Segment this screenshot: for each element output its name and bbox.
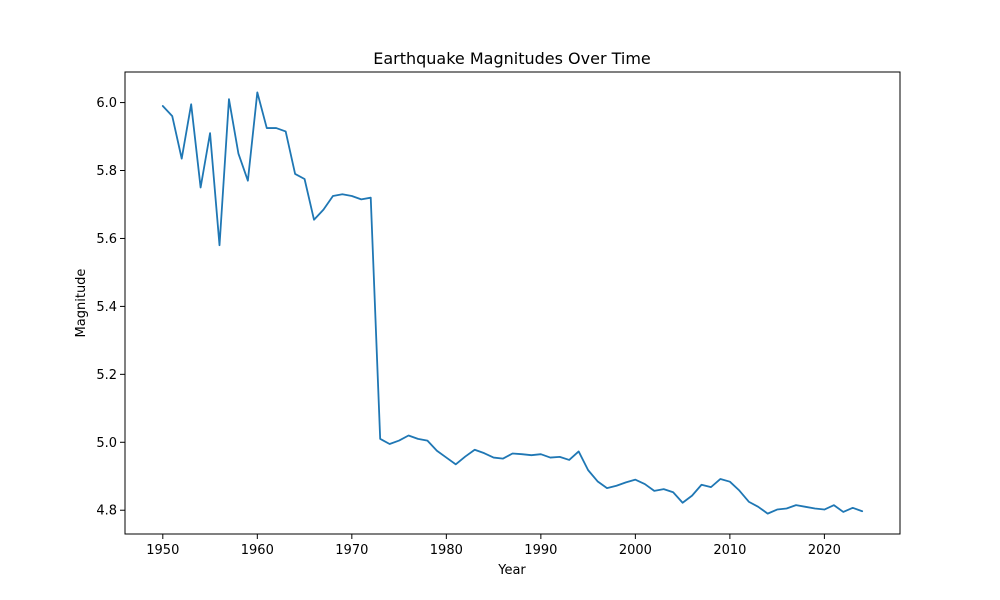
- x-tick-label: 1960: [241, 543, 274, 558]
- chart-title: Earthquake Magnitudes Over Time: [373, 49, 651, 68]
- series-layer: [161, 91, 864, 515]
- x-tick-label: 2010: [713, 543, 746, 558]
- x-tick-label: 2020: [808, 543, 841, 558]
- y-axis-ticks: 4.8 5.0 5.2 5.4 5.6 5.8 6.0: [96, 96, 125, 519]
- y-tick-label: 4.8: [96, 504, 117, 519]
- y-tick-label: 6.0: [96, 96, 117, 111]
- y-axis-label: Magnitude: [74, 269, 89, 338]
- plot-frame: [124, 71, 901, 535]
- x-tick-label: 1950: [146, 543, 179, 558]
- y-tick-label: 5.0: [96, 436, 117, 451]
- x-tick-label: 1990: [524, 543, 557, 558]
- x-tick-label: 1970: [335, 543, 368, 558]
- y-tick-label: 5.2: [96, 368, 117, 383]
- y-tick-label: 5.4: [96, 300, 117, 315]
- x-axis-label: Year: [497, 563, 526, 578]
- x-tick-label: 2000: [619, 543, 652, 558]
- x-axis-ticks: 1950 1960 1970 1980 1990 2000 2010 2020: [146, 534, 841, 558]
- y-tick-label: 5.8: [96, 164, 117, 179]
- y-tick-label: 5.6: [96, 232, 117, 247]
- x-tick-label: 1980: [430, 543, 463, 558]
- series-line: [161, 91, 864, 515]
